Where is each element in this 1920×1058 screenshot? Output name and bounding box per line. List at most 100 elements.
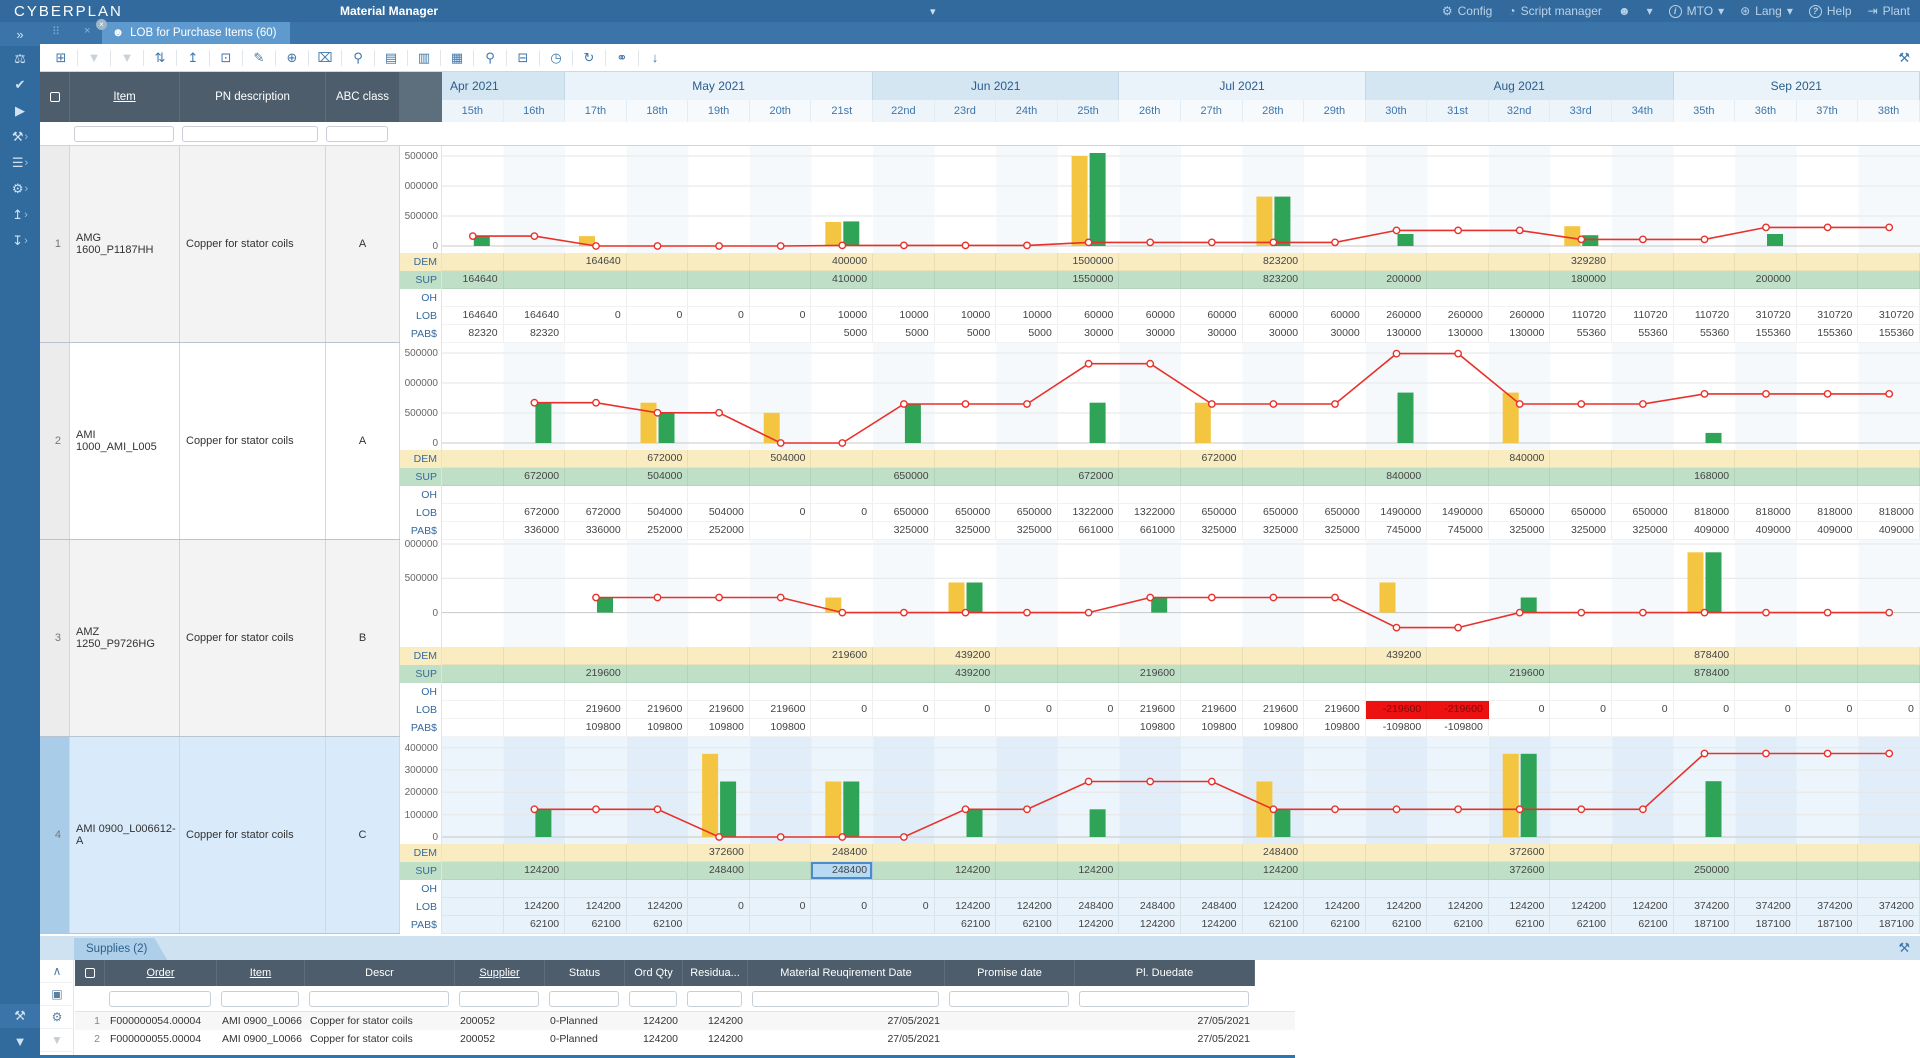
oh-value-cell[interactable] [811, 289, 873, 307]
lob-value-cell[interactable]: 260000 [1427, 307, 1489, 325]
sup-value-cell[interactable] [1489, 468, 1551, 486]
lob-value-cell[interactable]: 0 [811, 898, 873, 916]
pab-value-cell[interactable]: 124200 [1119, 916, 1181, 934]
add-circle-icon[interactable]: ⊕ [279, 48, 305, 68]
oh-value-cell[interactable] [565, 880, 627, 898]
sup-value-cell[interactable]: 124200 [1058, 862, 1120, 880]
oh-value-cell[interactable] [627, 683, 689, 701]
oh-value-cell[interactable] [442, 880, 504, 898]
topbar-item-Help[interactable]: ?Help [1809, 4, 1852, 18]
oh-value-cell[interactable] [1735, 683, 1797, 701]
oh-value-cell[interactable] [1489, 683, 1551, 701]
sup-value-cell[interactable] [996, 862, 1058, 880]
pab-value-cell[interactable]: 336000 [504, 522, 566, 540]
sup-value-cell[interactable]: 1550000 [1058, 271, 1120, 289]
oh-value-cell[interactable] [1304, 486, 1366, 504]
oh-value-cell[interactable] [1612, 289, 1674, 307]
sup-value-cell[interactable] [996, 468, 1058, 486]
dem-value-cell[interactable] [1550, 647, 1612, 665]
close-all-icon[interactable]: × [84, 25, 90, 37]
pdf-file-icon[interactable]: ▥ [411, 48, 437, 68]
oh-value-cell[interactable] [1119, 683, 1181, 701]
pab-value-cell[interactable] [750, 916, 812, 934]
pab-value-cell[interactable]: 109800 [750, 719, 812, 737]
lob-value-cell[interactable]: 0 [1550, 701, 1612, 719]
dem-value-cell[interactable] [1858, 647, 1920, 665]
dem-value-cell[interactable] [1674, 253, 1736, 271]
supplies-column-header-mrd[interactable]: Material Reuqirement Date [748, 960, 945, 986]
dem-value-cell[interactable]: 329280 [1550, 253, 1612, 271]
lob-value-cell[interactable]: 374200 [1674, 898, 1736, 916]
lob-value-cell[interactable]: 0 [1797, 701, 1859, 719]
pab-value-cell[interactable]: 109800 [1304, 719, 1366, 737]
dem-value-cell[interactable] [1119, 647, 1181, 665]
oh-value-cell[interactable] [627, 880, 689, 898]
oh-value-cell[interactable] [1243, 880, 1305, 898]
column-header-item[interactable]: Item [70, 72, 180, 122]
lob-value-cell[interactable]: 0 [1058, 701, 1120, 719]
pab-value-cell[interactable]: 325000 [935, 522, 997, 540]
sup-value-cell[interactable] [811, 468, 873, 486]
oh-value-cell[interactable] [750, 683, 812, 701]
lob-value-cell[interactable]: 504000 [627, 504, 689, 522]
dem-value-cell[interactable] [1181, 253, 1243, 271]
sup-value-cell[interactable]: 219600 [1119, 665, 1181, 683]
supplies-filter-input-ord_qty[interactable] [629, 991, 677, 1007]
dem-value-cell[interactable]: 439200 [1366, 647, 1428, 665]
supplies-filter-input-mrd[interactable] [752, 991, 939, 1007]
pab-value-cell[interactable]: 62100 [504, 916, 566, 934]
sup-value-cell[interactable] [1858, 271, 1920, 289]
dem-value-cell[interactable] [873, 647, 935, 665]
dem-value-cell[interactable] [1674, 844, 1736, 862]
oh-value-cell[interactable] [1427, 486, 1489, 504]
dem-value-cell[interactable] [1119, 844, 1181, 862]
dem-value-cell[interactable]: 372600 [688, 844, 750, 862]
lob-value-cell[interactable]: 124200 [565, 898, 627, 916]
oh-value-cell[interactable] [1489, 486, 1551, 504]
tab-close-icon[interactable]: × [96, 19, 107, 30]
lob-value-cell[interactable]: 0 [873, 898, 935, 916]
sup-value-cell[interactable]: 164640 [442, 271, 504, 289]
pab-value-cell[interactable]: 130000 [1489, 325, 1551, 343]
drag-dots-icon[interactable]: ⠿ [52, 25, 60, 38]
lob-value-cell[interactable]: 310720 [1858, 307, 1920, 325]
oh-value-cell[interactable] [1550, 880, 1612, 898]
lob-value-cell[interactable]: 10000 [935, 307, 997, 325]
sup-value-cell[interactable] [1181, 862, 1243, 880]
topbar-item-Lang[interactable]: ⊛Lang▾ [1740, 4, 1793, 18]
sup-value-cell[interactable] [1858, 468, 1920, 486]
share-up-icon[interactable]: ↥ [180, 48, 206, 68]
pab-value-cell[interactable]: 187100 [1797, 916, 1859, 934]
sup-value-cell[interactable]: 504000 [627, 468, 689, 486]
pab-value-cell[interactable] [811, 916, 873, 934]
pab-value-cell[interactable]: 130000 [1366, 325, 1428, 343]
lob-value-cell[interactable]: 60000 [1304, 307, 1366, 325]
oh-value-cell[interactable] [1427, 880, 1489, 898]
lob-value-cell[interactable]: 219600 [627, 701, 689, 719]
supplies-filter-input-item[interactable] [221, 991, 299, 1007]
sup-value-cell[interactable] [1304, 468, 1366, 486]
oh-value-cell[interactable] [1366, 880, 1428, 898]
sup-value-cell[interactable] [1735, 665, 1797, 683]
lob-value-cell[interactable]: 1322000 [1119, 504, 1181, 522]
pab-value-cell[interactable]: 124200 [1058, 916, 1120, 934]
supplies-column-header-status[interactable]: Status [545, 960, 625, 986]
pab-value-cell[interactable]: 409000 [1797, 522, 1859, 540]
oh-value-cell[interactable] [935, 683, 997, 701]
pab-value-cell[interactable] [996, 719, 1058, 737]
oh-value-cell[interactable] [1674, 880, 1736, 898]
lob-value-cell[interactable]: 650000 [996, 504, 1058, 522]
oh-value-cell[interactable] [873, 486, 935, 504]
expand-icon[interactable]: » [0, 22, 40, 46]
dem-value-cell[interactable] [1797, 253, 1859, 271]
dem-value-cell[interactable] [627, 844, 689, 862]
pn-description-filter-input[interactable] [182, 126, 318, 142]
sup-value-cell[interactable] [1612, 271, 1674, 289]
pab-value-cell[interactable]: -109800 [1427, 719, 1489, 737]
dem-value-cell[interactable]: 504000 [750, 450, 812, 468]
dem-value-cell[interactable] [750, 253, 812, 271]
supplies-column-header-due[interactable]: Pl. Duedate [1075, 960, 1255, 986]
lob-value-cell[interactable]: 374200 [1858, 898, 1920, 916]
dem-value-cell[interactable] [565, 844, 627, 862]
dem-value-cell[interactable] [750, 844, 812, 862]
